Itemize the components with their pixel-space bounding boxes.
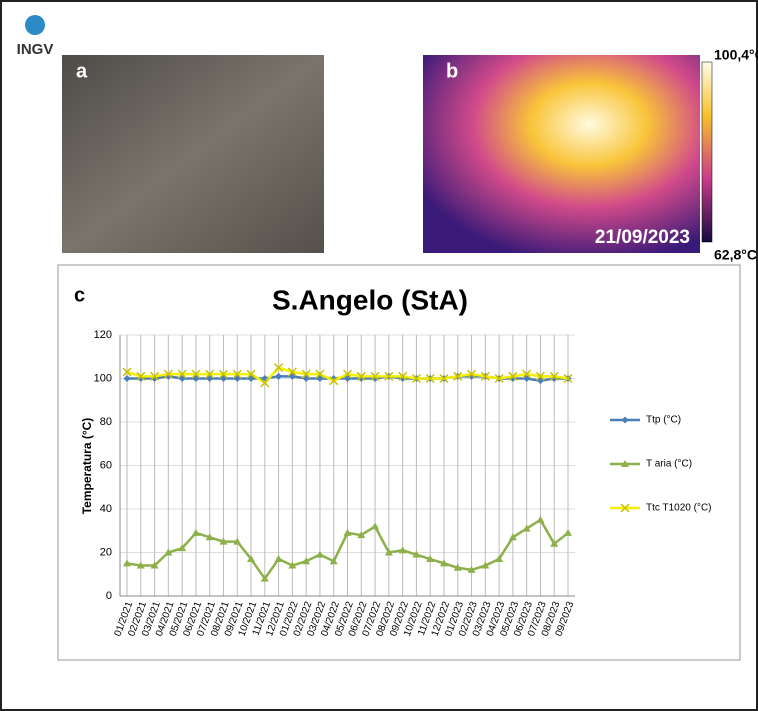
data-point — [453, 371, 463, 381]
data-point — [384, 548, 393, 556]
data-point — [232, 369, 242, 379]
legend-label: Ttc T1020 (°C) — [646, 503, 712, 514]
legend-label: Ttp (°C) — [646, 415, 681, 426]
data-point — [425, 373, 435, 384]
data-point — [274, 555, 283, 563]
data-point — [315, 550, 324, 558]
data-point — [301, 369, 311, 379]
data-point — [439, 373, 449, 384]
data-point — [467, 565, 476, 573]
legend-marker — [621, 416, 629, 424]
data-point — [357, 531, 366, 539]
data-point — [329, 376, 339, 386]
y-axis-label: Temperatura (°C) — [80, 418, 94, 515]
data-point — [136, 371, 146, 381]
data-point — [219, 537, 228, 545]
thermal-max: 100,4°C — [714, 47, 758, 63]
thermal-date: 21/09/2023 — [595, 227, 690, 248]
data-point — [508, 533, 517, 541]
panel-label: b — [446, 60, 458, 82]
data-point — [191, 369, 201, 379]
data-point — [246, 369, 256, 379]
legend-label: T aria (°C) — [646, 459, 692, 470]
data-point — [136, 561, 145, 569]
data-point — [178, 544, 187, 552]
panel-label: a — [76, 60, 88, 82]
y-tick-label: 100 — [94, 372, 112, 384]
data-point — [563, 373, 573, 384]
chart-box — [57, 264, 741, 661]
legend-marker — [621, 460, 629, 467]
data-point — [522, 369, 532, 379]
data-point — [549, 371, 559, 381]
data-point — [163, 369, 173, 379]
y-tick-label: 0 — [106, 590, 112, 602]
data-point — [564, 528, 572, 536]
data-point — [495, 555, 504, 563]
data-point — [150, 561, 159, 569]
data-point — [426, 555, 435, 563]
data-point — [398, 546, 407, 554]
y-tick-label: 40 — [100, 503, 112, 515]
data-point — [467, 369, 477, 379]
data-point — [218, 369, 228, 379]
logo: INGV — [17, 41, 54, 58]
legend-marker — [620, 503, 630, 513]
logo-icon — [25, 15, 45, 35]
data-point — [302, 557, 311, 565]
data-point — [522, 524, 531, 532]
y-tick-label: 120 — [94, 329, 112, 341]
data-point — [275, 372, 283, 380]
data-point — [481, 561, 490, 569]
data-point — [342, 369, 353, 379]
data-point — [398, 371, 408, 381]
data-point — [508, 371, 518, 381]
data-point — [177, 369, 187, 379]
data-point — [164, 548, 173, 556]
thermal-min: 62,8°C — [714, 247, 757, 263]
data-point — [439, 559, 448, 567]
y-tick-label: 60 — [100, 459, 112, 471]
data-point — [480, 371, 490, 381]
colorbar — [701, 61, 713, 243]
data-point — [343, 528, 352, 536]
data-point — [494, 373, 504, 384]
data-point — [370, 371, 380, 381]
data-point — [274, 363, 284, 373]
data-point — [260, 574, 269, 582]
data-point — [122, 367, 132, 377]
data-point — [205, 369, 215, 379]
data-point — [550, 539, 559, 547]
data-point — [123, 375, 131, 382]
data-point — [411, 373, 421, 384]
data-point — [412, 550, 421, 558]
data-point — [536, 515, 545, 523]
data-point — [205, 533, 214, 541]
data-point — [315, 369, 325, 379]
data-point — [123, 559, 131, 567]
data-point — [191, 528, 200, 536]
data-point — [535, 371, 545, 381]
data-point — [384, 371, 394, 381]
data-point — [453, 563, 462, 571]
data-point — [288, 561, 297, 569]
y-tick-label: 20 — [100, 546, 112, 558]
data-point — [233, 537, 242, 545]
data-point — [287, 367, 297, 377]
data-point — [260, 378, 270, 388]
photo-b — [423, 55, 700, 253]
y-tick-label: 80 — [100, 416, 112, 428]
data-point — [150, 371, 160, 381]
data-point — [371, 522, 380, 530]
photo-a — [62, 55, 324, 253]
panel-label: c — [74, 284, 85, 306]
data-point — [329, 557, 338, 565]
data-point — [247, 555, 256, 563]
chart-title: S.Angelo (StA) — [272, 284, 468, 315]
data-point — [356, 371, 366, 381]
